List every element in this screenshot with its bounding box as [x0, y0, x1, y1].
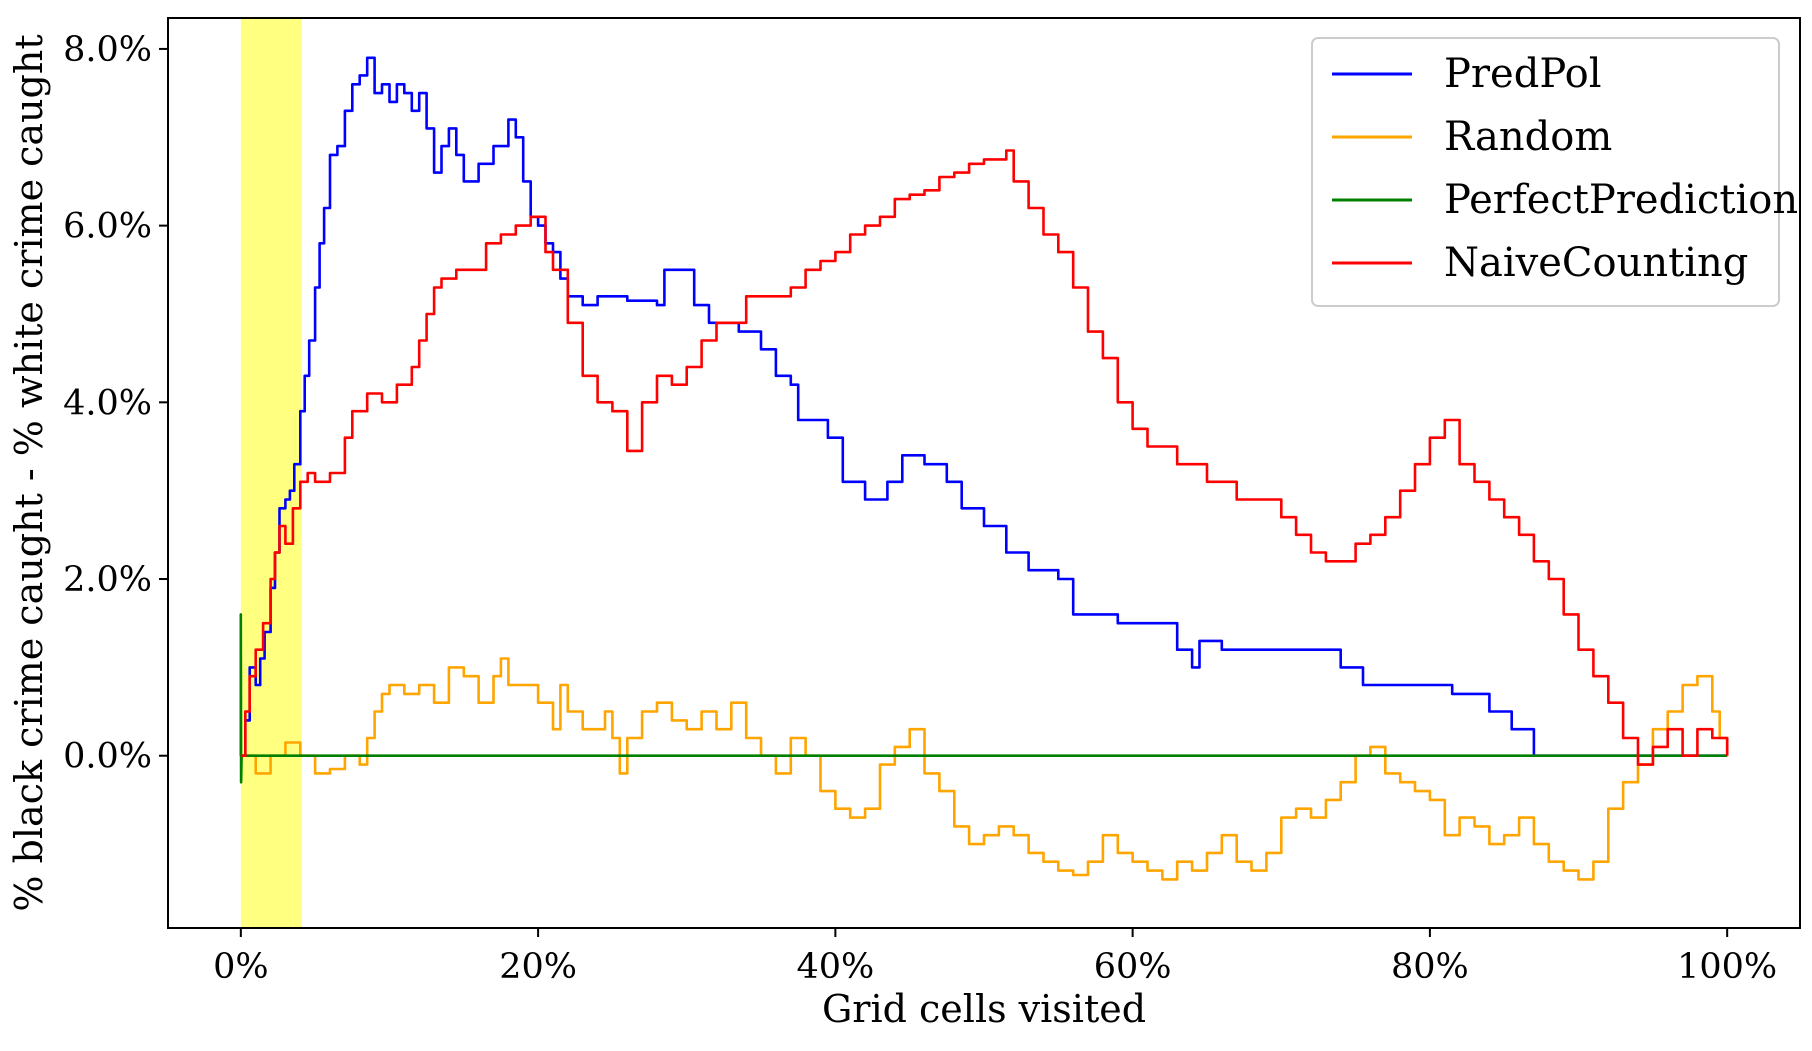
- legend-label-random: Random: [1444, 114, 1612, 160]
- x-tick-label: 60%: [1094, 947, 1172, 987]
- series-line-random: [240, 657, 1729, 881]
- x-tick-label: 0%: [213, 947, 269, 987]
- x-axis-label: Grid cells visited: [822, 987, 1146, 1031]
- y-tick-label: 4.0%: [63, 383, 152, 423]
- y-tick-label: 6.0%: [63, 207, 152, 247]
- plot-frame: [167, 17, 1801, 929]
- x-tick-label: 40%: [796, 947, 874, 987]
- highlight-band: [240, 18, 302, 928]
- legend: PredPol Random PerfectPrediction NaiveCount…: [1311, 37, 1798, 307]
- legend-label-predpol: PredPol: [1444, 51, 1601, 97]
- series-line-naivecounting: [240, 149, 1729, 766]
- highlight-band-layer: [240, 18, 302, 928]
- y-tick-label: 2.0%: [63, 560, 152, 600]
- legend-box: [1311, 37, 1780, 307]
- y-axis-ticks: 0.0% 2.0% 4.0% 6.0% 8.0%: [63, 30, 168, 777]
- x-tick-label: 100%: [1677, 947, 1777, 987]
- series-line-perfectprediction: [239, 613, 1728, 784]
- series-layer: [239, 56, 1729, 881]
- x-axis-ticks: 0% 20% 40% 60% 80% 100%: [213, 928, 1777, 987]
- legend-label-perfectprediction: PerfectPrediction: [1444, 177, 1798, 223]
- y-axis-label: % black crime caught - % white crime cau…: [7, 34, 51, 911]
- y-tick-label: 8.0%: [63, 30, 152, 70]
- x-tick-label: 80%: [1391, 947, 1469, 987]
- legend-label-naivecounting: NaiveCounting: [1444, 240, 1748, 286]
- y-tick-label: 0.0%: [63, 737, 152, 777]
- x-tick-label: 20%: [499, 947, 577, 987]
